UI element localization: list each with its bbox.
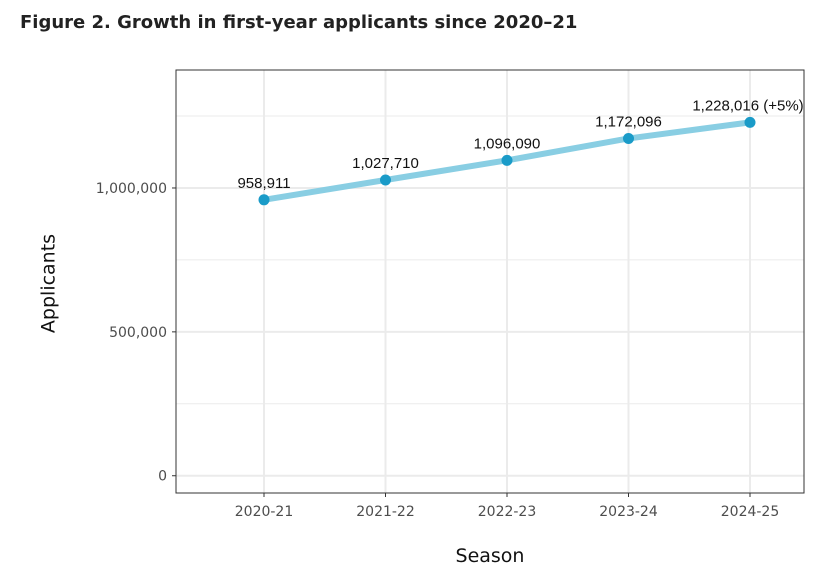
plot-panel-border [175,69,805,494]
figure-title: Figure 2. Growth in first-year applicant… [20,12,578,33]
x-tick-label: 2020-21 [235,504,294,520]
data-point [380,174,391,186]
x-tick-label: 2021-22 [356,504,415,520]
data-label: 958,911 [237,175,290,192]
y-axis-ticks: 0 500,000 1,000,000 [96,181,176,485]
major-gridlines [176,70,804,493]
y-tick-label: 1,000,000 [96,181,167,197]
data-points [258,116,756,206]
x-tick-label: 2022-23 [478,504,537,520]
data-label: 1,027,710 [352,155,419,172]
data-point [258,194,270,206]
data-labels: 958,911 1,027,710 1,096,090 1,172,096 1,228,… [237,97,803,191]
x-tick-label: 2023-24 [599,504,658,520]
x-axis-ticks: 2020-21 2021-22 2022-23 2023-24 2024-25 [235,493,780,520]
data-label: 1,228,016 (+5%) [692,97,803,114]
data-point [501,154,513,166]
x-axis-title: Season [456,545,525,567]
y-tick-label: 0 [158,469,167,485]
data-point [744,116,756,128]
x-tick-label: 2024-25 [721,504,780,520]
data-label: 1,172,096 [595,113,662,130]
data-label: 1,096,090 [474,135,541,152]
data-point [623,132,634,144]
y-axis-title: Applicants [38,234,60,333]
minor-gridlines [176,115,804,405]
y-tick-label: 500,000 [109,325,167,341]
